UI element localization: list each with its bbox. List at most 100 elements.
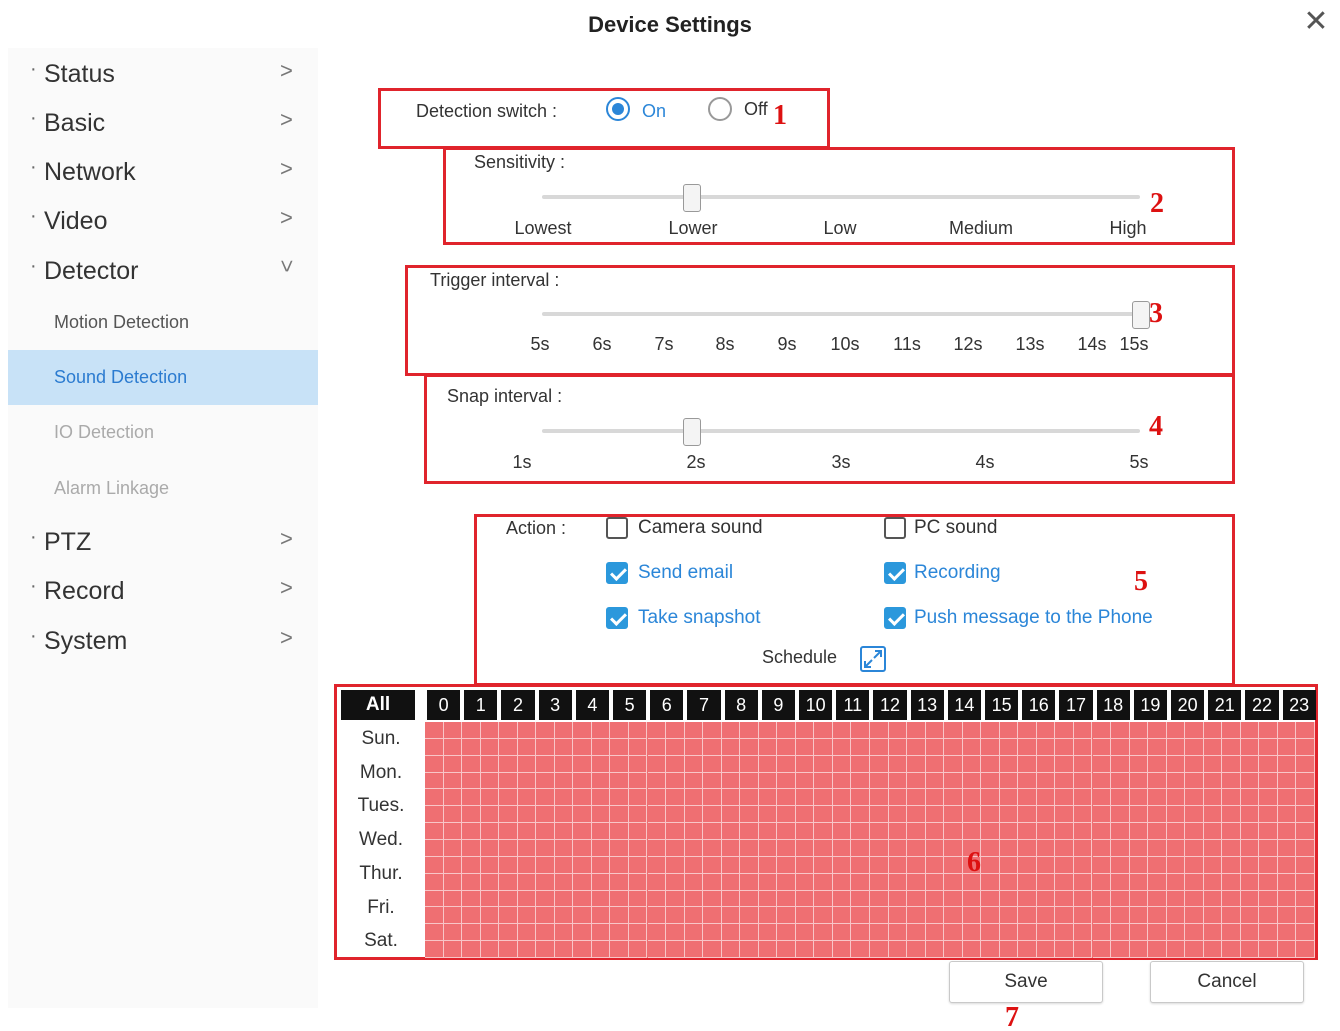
schedule-cell[interactable] (536, 840, 555, 857)
expand-icon[interactable] (860, 646, 886, 672)
schedule-cell[interactable] (1296, 840, 1315, 857)
schedule-cell[interactable] (1036, 840, 1056, 857)
schedule-cell[interactable] (443, 890, 463, 908)
schedule-cell[interactable] (425, 738, 444, 756)
schedule-cell[interactable] (1036, 722, 1056, 739)
schedule-cell[interactable] (1240, 907, 1260, 925)
schedule-cell[interactable] (944, 806, 963, 824)
schedule-cell[interactable] (1018, 738, 1037, 756)
schedule-cell[interactable] (944, 941, 963, 958)
schedule-cell[interactable] (1296, 890, 1315, 908)
schedule-cell[interactable] (944, 924, 963, 942)
hour-header-11[interactable]: 11 (836, 690, 870, 720)
schedule-cell[interactable] (1259, 941, 1278, 958)
schedule-cell[interactable] (907, 789, 926, 807)
schedule-cell[interactable] (1111, 941, 1130, 958)
schedule-cell[interactable] (888, 806, 908, 824)
schedule-cell[interactable] (758, 840, 778, 857)
schedule-cell[interactable] (795, 856, 815, 874)
schedule-cell[interactable] (1092, 856, 1112, 874)
trigger-interval-slider-track[interactable] (542, 312, 1140, 316)
schedule-cell[interactable] (462, 890, 481, 908)
sidebar-item-detector[interactable]: · Detector > (8, 249, 318, 293)
schedule-cell[interactable] (1277, 738, 1297, 756)
hour-header-1[interactable]: 1 (464, 690, 498, 720)
schedule-cell[interactable] (944, 755, 963, 773)
schedule-cell[interactable] (981, 941, 1000, 958)
schedule-cell[interactable] (1259, 924, 1278, 942)
day-label[interactable]: Sat. (364, 930, 398, 952)
schedule-cell[interactable] (628, 924, 648, 942)
schedule-cell[interactable] (1277, 890, 1297, 908)
schedule-cell[interactable] (684, 755, 704, 773)
schedule-cell[interactable] (907, 924, 926, 942)
schedule-cell[interactable] (591, 823, 611, 840)
schedule-cell[interactable] (1148, 789, 1167, 807)
schedule-cell[interactable] (851, 856, 870, 874)
schedule-cell[interactable] (851, 941, 870, 958)
schedule-cell[interactable] (443, 873, 463, 891)
schedule-cell[interactable] (703, 890, 722, 908)
schedule-cell[interactable] (1166, 907, 1186, 925)
schedule-cell[interactable] (1222, 873, 1241, 891)
schedule-cell[interactable] (1073, 755, 1093, 773)
schedule-cell[interactable] (666, 755, 685, 773)
schedule-cell[interactable] (443, 823, 463, 840)
schedule-cell[interactable] (443, 772, 463, 790)
schedule-cell[interactable] (740, 789, 759, 807)
schedule-cell[interactable] (925, 823, 945, 840)
schedule-cell[interactable] (703, 924, 722, 942)
schedule-cell[interactable] (462, 924, 481, 942)
schedule-cell[interactable] (1185, 772, 1204, 790)
schedule-cell[interactable] (1129, 840, 1149, 857)
schedule-cell[interactable] (962, 907, 982, 925)
schedule-cell[interactable] (907, 890, 926, 908)
schedule-cell[interactable] (1129, 924, 1149, 942)
schedule-cell[interactable] (1148, 722, 1167, 739)
schedule-cell[interactable] (573, 856, 592, 874)
schedule-cell[interactable] (1129, 806, 1149, 824)
schedule-cell[interactable] (591, 806, 611, 824)
schedule-cell[interactable] (610, 890, 629, 908)
schedule-cell[interactable] (907, 856, 926, 874)
schedule-cell[interactable] (777, 823, 796, 840)
schedule-cell[interactable] (962, 823, 982, 840)
schedule-cell[interactable] (1018, 890, 1037, 908)
schedule-cell[interactable] (1148, 924, 1167, 942)
schedule-cell[interactable] (777, 907, 796, 925)
schedule-cell[interactable] (1018, 941, 1037, 958)
schedule-cell[interactable] (554, 738, 574, 756)
save-button[interactable]: Save (949, 961, 1103, 1003)
schedule-cell[interactable] (1073, 840, 1093, 857)
schedule-cell[interactable] (758, 856, 778, 874)
schedule-cell[interactable] (573, 738, 592, 756)
schedule-cell[interactable] (628, 840, 648, 857)
schedule-cell[interactable] (1259, 840, 1278, 857)
schedule-cell[interactable] (573, 840, 592, 857)
schedule-cell[interactable] (684, 924, 704, 942)
schedule-cell[interactable] (740, 738, 759, 756)
schedule-cell[interactable] (962, 772, 982, 790)
schedule-cell[interactable] (925, 873, 945, 891)
schedule-cell[interactable] (536, 755, 555, 773)
hour-header-14[interactable]: 14 (947, 690, 981, 720)
push-message-checkbox[interactable] (884, 607, 906, 629)
schedule-cell[interactable] (888, 873, 908, 891)
sidebar-item-network[interactable]: · Network > (8, 150, 318, 194)
schedule-cell[interactable] (777, 924, 796, 942)
schedule-cell[interactable] (554, 941, 574, 958)
schedule-cell[interactable] (628, 941, 648, 958)
schedule-cell[interactable] (1018, 823, 1037, 840)
schedule-cell[interactable] (888, 941, 908, 958)
schedule-cell[interactable] (981, 890, 1000, 908)
schedule-cell[interactable] (888, 840, 908, 857)
schedule-cell[interactable] (925, 924, 945, 942)
schedule-cell[interactable] (795, 873, 815, 891)
schedule-cell[interactable] (832, 840, 852, 857)
schedule-cell[interactable] (925, 772, 945, 790)
schedule-cell[interactable] (1203, 840, 1223, 857)
schedule-cell[interactable] (1073, 873, 1093, 891)
day-label[interactable]: Sun. (361, 728, 401, 749)
sidebar-item-record[interactable]: · Record > (8, 569, 318, 613)
schedule-cell[interactable] (832, 856, 852, 874)
